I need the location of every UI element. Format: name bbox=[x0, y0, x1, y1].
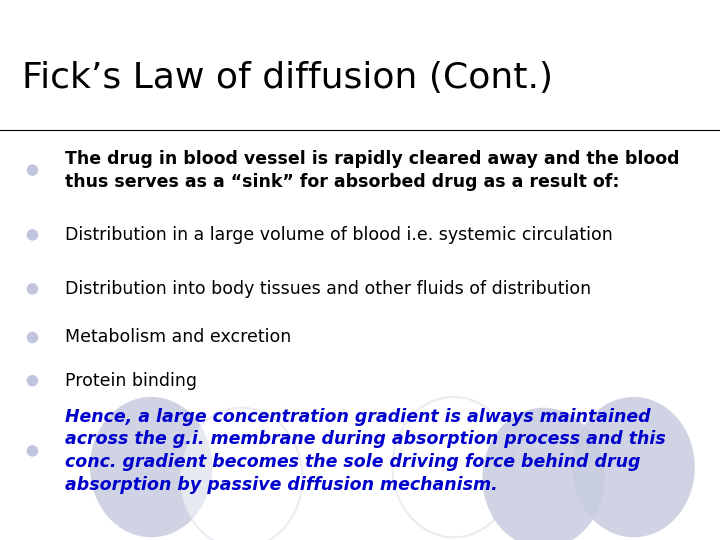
Text: Metabolism and excretion: Metabolism and excretion bbox=[65, 328, 291, 347]
Ellipse shape bbox=[27, 375, 38, 387]
Ellipse shape bbox=[572, 397, 695, 537]
Text: Hence, a large concentration gradient is always maintained
across the g.i. membr: Hence, a large concentration gradient is… bbox=[65, 408, 665, 494]
Text: The drug in blood vessel is rapidly cleared away and the blood
thus serves as a : The drug in blood vessel is rapidly clea… bbox=[65, 150, 679, 191]
Ellipse shape bbox=[27, 445, 38, 457]
Ellipse shape bbox=[90, 397, 212, 537]
Ellipse shape bbox=[27, 332, 38, 343]
Text: Distribution into body tissues and other fluids of distribution: Distribution into body tissues and other… bbox=[65, 280, 591, 298]
Text: Protein binding: Protein binding bbox=[65, 372, 197, 390]
Ellipse shape bbox=[180, 408, 302, 540]
Ellipse shape bbox=[482, 408, 605, 540]
Ellipse shape bbox=[27, 229, 38, 241]
Text: Distribution in a large volume of blood i.e. systemic circulation: Distribution in a large volume of blood … bbox=[65, 226, 613, 244]
Ellipse shape bbox=[392, 397, 515, 537]
Ellipse shape bbox=[27, 164, 38, 176]
Text: Fick’s Law of diffusion (Cont.): Fick’s Law of diffusion (Cont.) bbox=[22, 62, 553, 95]
Ellipse shape bbox=[27, 283, 38, 295]
